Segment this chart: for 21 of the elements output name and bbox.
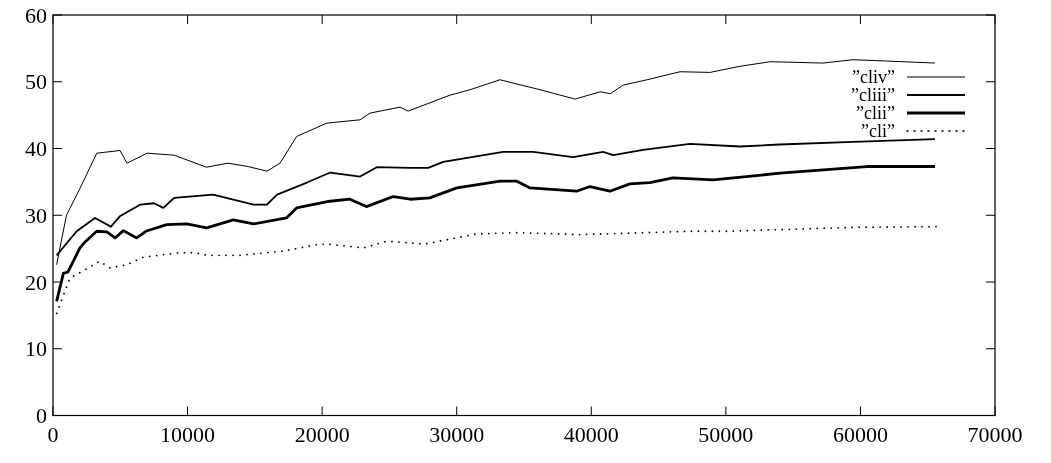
legend-label: ”cliii” (851, 85, 895, 106)
x-tick-label: 20000 (294, 421, 350, 447)
legend-label: ”clii” (856, 103, 895, 124)
legend-label: ”cliv” (852, 67, 895, 88)
line-series (56, 59, 936, 266)
legend-label: ”cli” (861, 121, 895, 142)
line-series (55, 225, 937, 315)
y-tick-label: 0 (36, 403, 47, 429)
y-tick-label: 50 (25, 69, 47, 95)
x-tick-label: 70000 (967, 421, 1023, 447)
x-tick-label: 50000 (698, 421, 754, 447)
y-tick-label: 30 (25, 202, 47, 228)
x-tick-label: 10000 (160, 421, 216, 447)
line-series (55, 165, 937, 303)
y-tick-label: 60 (25, 2, 47, 28)
y-tick-label: 20 (25, 269, 47, 295)
x-tick-label: 40000 (563, 421, 619, 447)
y-tick-label: 10 (25, 336, 47, 362)
y-tick-label: 40 (25, 136, 47, 162)
x-tick-label: 30000 (429, 421, 485, 447)
x-tick-label: 60000 (832, 421, 888, 447)
